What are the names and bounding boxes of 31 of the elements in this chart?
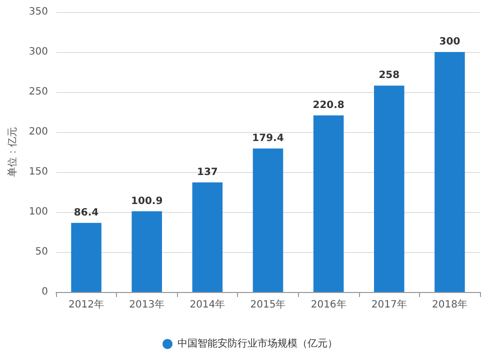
bar (313, 115, 344, 292)
x-tick-label: 2017年 (371, 298, 407, 310)
x-tick-label: 2013年 (129, 298, 165, 310)
bar (374, 86, 404, 292)
bar (252, 148, 284, 292)
y-tick-label: 0 (42, 286, 48, 298)
data-label: 220.8 (312, 100, 344, 111)
y-axis-title: 单位：亿元 (6, 127, 18, 177)
data-label: 86.4 (74, 207, 99, 218)
data-label: 258 (378, 70, 400, 82)
data-label: 300 (439, 36, 460, 48)
bar (192, 182, 223, 292)
x-tick-label: 2014年 (190, 298, 226, 310)
y-tick-label: 200 (28, 126, 48, 138)
y-tick-label: 100 (28, 206, 48, 218)
bar (71, 222, 102, 292)
y-tick-label: 300 (28, 46, 48, 58)
bar (132, 211, 162, 292)
x-tick-label: 2018年 (432, 298, 468, 310)
data-label: 100.9 (131, 196, 163, 207)
x-tick-label: 2015年 (250, 298, 286, 310)
x-tick-label: 2016年 (310, 298, 346, 310)
y-tick-label: 150 (28, 166, 48, 178)
y-tick-label: 250 (28, 86, 48, 98)
x-tick-label: 2012年 (68, 298, 104, 310)
legend-label: 中国智能安防行业市场规模（亿元） (178, 338, 338, 350)
bar (434, 52, 465, 292)
data-label: 179.4 (252, 132, 284, 144)
data-label: 137 (196, 166, 218, 178)
y-tick-label: 350 (28, 6, 48, 18)
y-tick-label: 50 (35, 246, 48, 258)
